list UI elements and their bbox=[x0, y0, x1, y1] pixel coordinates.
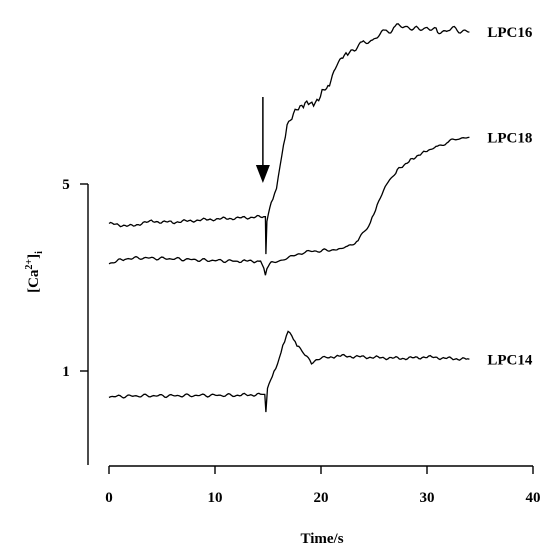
y-tick-label: 1 bbox=[62, 364, 70, 380]
y-axis: 51 bbox=[62, 177, 89, 465]
y-axis-title-close: ] bbox=[26, 254, 42, 259]
stimulus-arrow bbox=[255, 97, 270, 183]
series-line-lpc18 bbox=[108, 136, 470, 276]
y-axis-title-superscript: 2+ bbox=[24, 259, 35, 270]
series-label-lpc16: LPC16 bbox=[487, 25, 533, 41]
series-line-lpc16 bbox=[108, 23, 470, 255]
x-ticks: 0 10 20 30 40 bbox=[105, 466, 541, 506]
x-tick-label: 20 bbox=[314, 490, 329, 506]
stimulus-arrow-head bbox=[255, 165, 270, 183]
x-axis: 0 10 20 30 40 bbox=[105, 465, 541, 506]
series-label-lpc14: LPC14 bbox=[487, 352, 533, 368]
y-axis-title-subscript: i bbox=[34, 251, 45, 254]
x-tick-label: 10 bbox=[208, 490, 223, 506]
x-axis-title: Time/s bbox=[300, 531, 343, 547]
y-axis-title: [Ca2+]i bbox=[24, 251, 45, 293]
series-line-lpc14 bbox=[108, 330, 470, 413]
x-tick-label: 40 bbox=[526, 490, 541, 506]
series-label-lpc18: LPC18 bbox=[487, 130, 532, 146]
x-tick-label: 30 bbox=[420, 490, 435, 506]
series-group: LPC16 LPC18 LPC14 bbox=[108, 23, 533, 413]
y-axis-title-main: [Ca bbox=[26, 269, 42, 293]
x-tick-label: 0 bbox=[105, 490, 113, 506]
y-tick-label: 5 bbox=[62, 177, 70, 193]
y-ticks: 51 bbox=[62, 177, 88, 380]
